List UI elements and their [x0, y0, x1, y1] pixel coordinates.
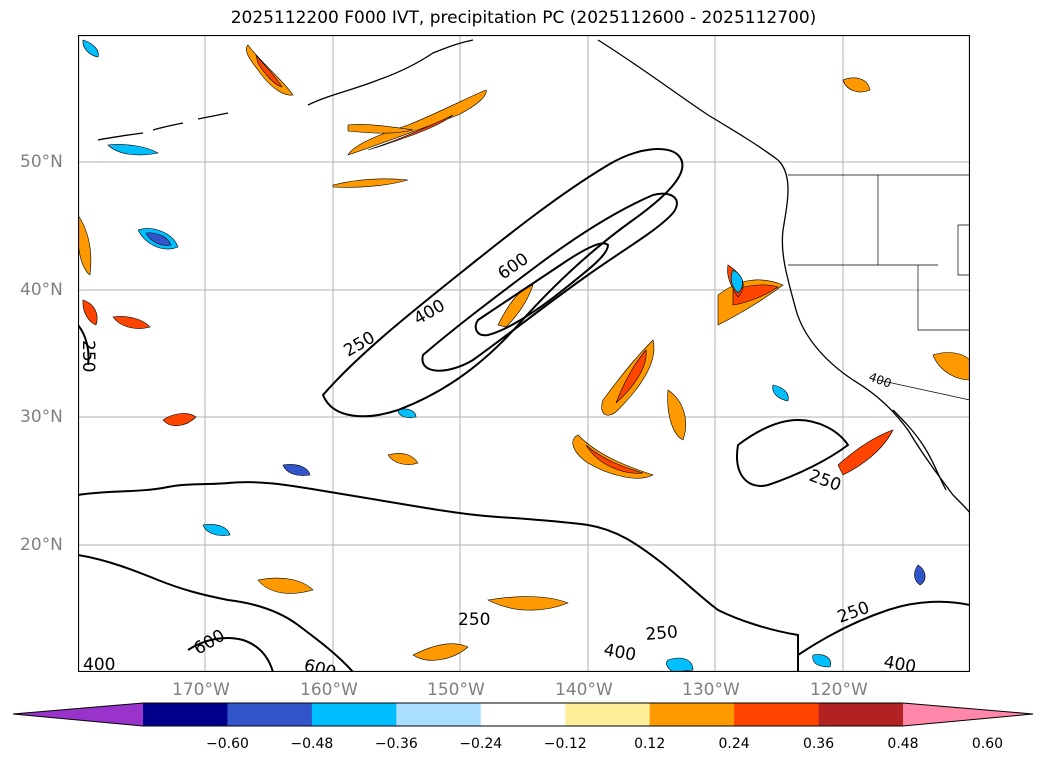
- gridlines: [78, 35, 970, 672]
- colorbar-bin: [818, 703, 904, 726]
- precip-blob: [162, 413, 197, 426]
- colorbar-tick-label: 0.36: [802, 736, 835, 752]
- precip-blob: [914, 564, 926, 586]
- contour-label: 400: [882, 652, 917, 672]
- latitude-label-50n: 50°N: [20, 152, 63, 172]
- precip-blob: [730, 269, 743, 294]
- colorbar-tick-label: −0.48: [290, 736, 334, 752]
- precip-blob: [487, 596, 569, 611]
- colorbar-tick-label: −0.24: [459, 736, 503, 752]
- colorbar-bin: [227, 703, 313, 726]
- colorbar-tick-label: 0.60: [971, 736, 1004, 752]
- figure-title: 2025112200 F000 IVT, precipitation PC (2…: [230, 8, 817, 28]
- colorbar-bins: [13, 703, 1033, 726]
- colorbar-extend-low: [13, 703, 143, 726]
- contour-label: 250: [645, 622, 679, 645]
- precip-blob: [667, 389, 687, 441]
- ivt-contour-600: [474, 242, 610, 337]
- precip-negative-areas: [82, 39, 926, 672]
- ivt-contour-250: [321, 148, 684, 418]
- precip-blob: [732, 284, 779, 306]
- baja-california: [892, 409, 947, 491]
- colorbar-bin: [396, 703, 482, 726]
- precip-blob: [397, 408, 417, 418]
- colorbar-bin: [311, 703, 397, 726]
- colorbar-tick-label: −0.60: [205, 736, 249, 752]
- colorbar-outline: [12, 702, 1034, 727]
- colorbar-tick-label: 0.12: [634, 736, 666, 752]
- precip-blob: [932, 352, 970, 381]
- ocean-background: [78, 35, 970, 672]
- colorbar: [12, 702, 1034, 727]
- aleutian-islands: [97, 112, 229, 141]
- precip-blob: [112, 316, 151, 329]
- precip-blob: [837, 429, 894, 476]
- precip-blob: [842, 77, 871, 93]
- precip-blob: [202, 524, 231, 536]
- precip-blob: [107, 144, 159, 156]
- precip-blob: [332, 178, 409, 188]
- precip-blob: [282, 464, 311, 476]
- precip-blob: [257, 577, 314, 594]
- precip-blob: [387, 453, 419, 465]
- latitude-label-40n: 40°N: [20, 280, 63, 300]
- contour-label: 250: [78, 340, 98, 372]
- precip-blob: [82, 299, 98, 326]
- precip-blob: [82, 39, 99, 58]
- colorbar-bin: [480, 703, 566, 726]
- precip-blob: [772, 384, 789, 402]
- ivt-contour-se: [797, 600, 970, 656]
- precip-blob: [585, 444, 644, 474]
- map-frame: [78, 35, 970, 672]
- north-america-coastline: [597, 39, 970, 514]
- ivt-contour-400-south: [78, 554, 354, 672]
- latitude-label-30n: 30°N: [20, 407, 63, 427]
- longitude-label-140w: 140°W: [555, 680, 613, 700]
- colorbar-tick-label: −0.36: [374, 736, 418, 752]
- colorbar-bin: [143, 703, 228, 726]
- coastline: [97, 39, 970, 514]
- colorbar-tick-label: −0.12: [543, 736, 587, 752]
- colorbar-bin: [565, 703, 651, 726]
- ivt-contours: [78, 148, 970, 672]
- precip-blob: [412, 643, 469, 661]
- colorbar-bin: [734, 703, 820, 726]
- precip-blob: [615, 349, 647, 404]
- precip-blob: [367, 114, 454, 151]
- us-mexico-border: [877, 379, 970, 401]
- contour-label: 250: [458, 610, 490, 630]
- precip-blob: [347, 124, 414, 134]
- state-border: [788, 175, 970, 331]
- precip-blob: [812, 654, 831, 668]
- ivt-contour-250-south: [78, 481, 799, 672]
- precip-blob: [497, 284, 534, 328]
- contour-label: 400: [83, 655, 115, 672]
- longitude-label-120w: 120°W: [810, 680, 868, 700]
- precip-blob: [145, 232, 172, 246]
- longitude-label-170w: 170°W: [172, 680, 230, 700]
- ivt-contour-400: [421, 192, 678, 372]
- latitude-label-20n: 20°N: [20, 535, 63, 555]
- longitude-label-150w: 150°W: [427, 680, 485, 700]
- colorbar-extend-high: [903, 703, 1033, 726]
- colorbar-tick-label: 0.48: [887, 736, 919, 752]
- ivt-contour-600-south: [187, 637, 274, 672]
- precip-blob: [255, 54, 283, 88]
- longitude-label-130w: 130°W: [682, 680, 740, 700]
- precip-blob: [572, 434, 654, 479]
- colorbar-bin: [649, 703, 735, 726]
- ivt-contour-left-edge: [78, 324, 90, 366]
- colorbar-tick-label: 0.24: [718, 736, 750, 752]
- ivt-contour-east: [736, 418, 850, 487]
- alaska-coastline: [307, 39, 474, 106]
- longitude-label-160w: 160°W: [300, 680, 358, 700]
- map-panel: 250 400 600 250 400 600 250 400 250 400 …: [78, 35, 970, 672]
